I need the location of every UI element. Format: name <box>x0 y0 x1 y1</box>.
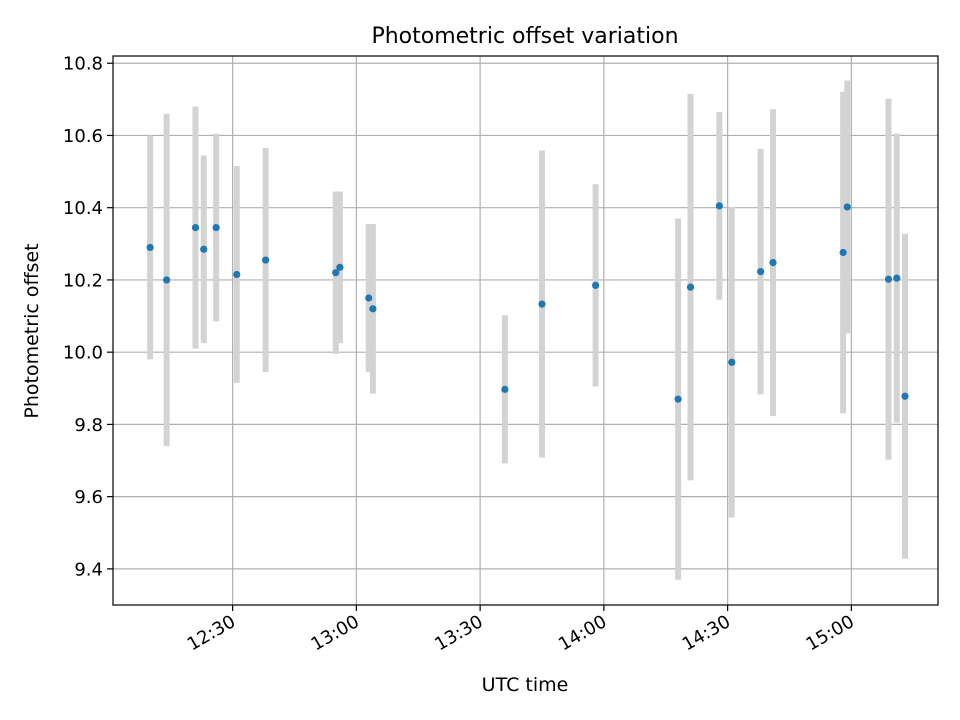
data-point <box>757 268 765 276</box>
y-tick-label: 10.4 <box>63 198 103 219</box>
data-point <box>893 274 901 282</box>
y-tick-label: 10.8 <box>63 54 103 75</box>
data-point <box>769 258 777 267</box>
data-point <box>146 243 154 252</box>
x-axis-label: UTC time <box>482 674 569 696</box>
data-point <box>365 294 373 302</box>
data-point <box>501 385 509 393</box>
grid <box>113 56 938 605</box>
y-tick-label: 9.8 <box>74 415 103 436</box>
data-point <box>200 245 208 253</box>
data-point <box>686 283 695 291</box>
data-point <box>191 223 200 232</box>
data-point <box>728 358 736 366</box>
data-point <box>843 203 851 211</box>
y-tick-label: 9.6 <box>74 487 103 508</box>
data-point <box>262 256 270 264</box>
y-tick-label: 10.2 <box>63 270 103 291</box>
data-point <box>233 270 241 279</box>
data-point <box>163 276 171 284</box>
data-point <box>884 275 893 283</box>
data-point <box>901 392 909 400</box>
plot-frame <box>112 55 939 606</box>
y-axis-ticks: 9.4 9.6 9.8 10.0 10.2 10.4 10.6 10.8 <box>63 54 113 580</box>
data-point <box>674 395 682 403</box>
y-tick-label: 10.0 <box>63 343 103 364</box>
y-tick-label: 10.6 <box>63 126 103 147</box>
data-point <box>538 300 546 308</box>
data-point <box>212 223 220 232</box>
y-axis-label: Photometric offset <box>21 243 43 418</box>
data-point <box>592 281 600 289</box>
data-point <box>332 269 340 277</box>
y-tick-label: 9.4 <box>74 559 103 580</box>
data-point <box>336 263 344 271</box>
data-point <box>369 305 377 313</box>
data-markers <box>146 202 909 403</box>
data-point <box>839 248 847 257</box>
data-point <box>715 202 723 210</box>
chart-title: Photometric offset variation <box>371 24 678 49</box>
